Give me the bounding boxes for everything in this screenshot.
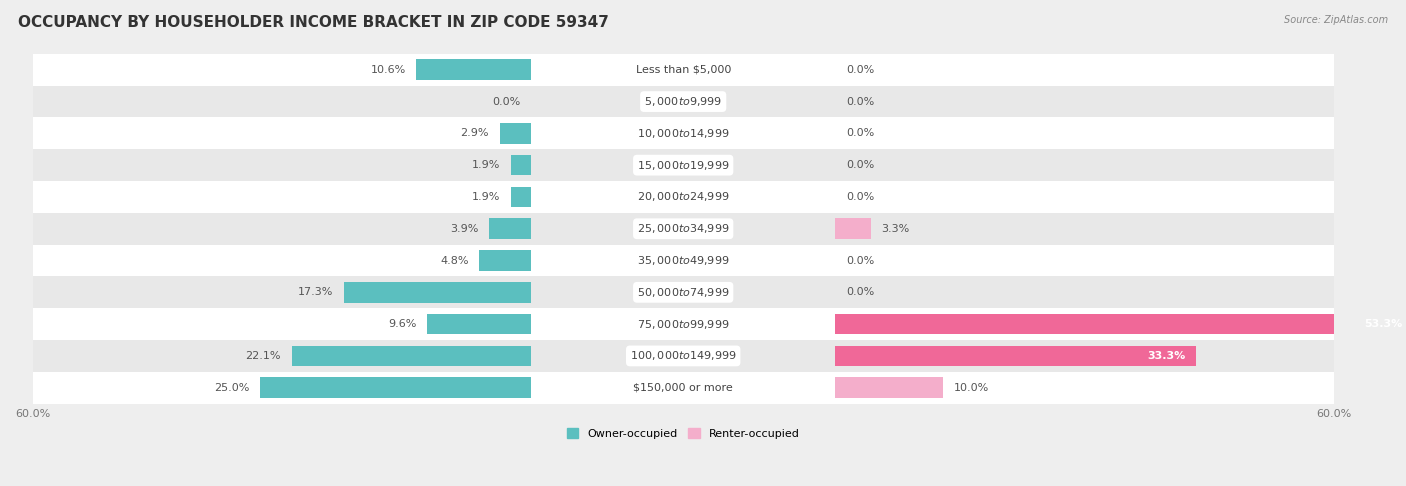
Bar (32, 340, 1334, 372)
Bar (32, 54, 1334, 86)
Text: 3.3%: 3.3% (882, 224, 910, 234)
Text: $35,000 to $49,999: $35,000 to $49,999 (637, 254, 730, 267)
Text: 1.9%: 1.9% (471, 192, 501, 202)
Bar (510, 155, 531, 175)
Bar (501, 123, 531, 144)
Bar (416, 59, 531, 80)
Text: 9.6%: 9.6% (388, 319, 416, 329)
Text: OCCUPANCY BY HOUSEHOLDER INCOME BRACKET IN ZIP CODE 59347: OCCUPANCY BY HOUSEHOLDER INCOME BRACKET … (18, 15, 609, 30)
Bar (32, 244, 1334, 277)
Text: $5,000 to $9,999: $5,000 to $9,999 (644, 95, 723, 108)
Bar (32, 213, 1334, 244)
Bar (835, 346, 1197, 366)
Text: 0.0%: 0.0% (846, 287, 875, 297)
Text: $10,000 to $14,999: $10,000 to $14,999 (637, 127, 730, 140)
Text: $75,000 to $99,999: $75,000 to $99,999 (637, 318, 730, 330)
Bar (32, 149, 1334, 181)
Text: $100,000 to $149,999: $100,000 to $149,999 (630, 349, 737, 363)
Bar (427, 314, 531, 334)
Bar (344, 282, 531, 303)
Text: $50,000 to $74,999: $50,000 to $74,999 (637, 286, 730, 299)
Text: $150,000 or more: $150,000 or more (633, 382, 733, 393)
Text: 0.0%: 0.0% (846, 128, 875, 139)
Bar (479, 250, 531, 271)
Text: 1.9%: 1.9% (471, 160, 501, 170)
Text: 10.6%: 10.6% (370, 65, 405, 75)
Text: Less than $5,000: Less than $5,000 (636, 65, 731, 75)
Bar (32, 308, 1334, 340)
Legend: Owner-occupied, Renter-occupied: Owner-occupied, Renter-occupied (562, 424, 804, 444)
Text: 0.0%: 0.0% (846, 65, 875, 75)
Bar (835, 314, 1406, 334)
Text: 3.9%: 3.9% (450, 224, 478, 234)
Text: 0.0%: 0.0% (846, 192, 875, 202)
Bar (489, 218, 531, 239)
Bar (32, 277, 1334, 308)
Bar (510, 187, 531, 208)
Text: 0.0%: 0.0% (846, 160, 875, 170)
Text: 0.0%: 0.0% (492, 97, 520, 106)
Text: 0.0%: 0.0% (846, 97, 875, 106)
Text: 17.3%: 17.3% (298, 287, 333, 297)
Text: 0.0%: 0.0% (846, 256, 875, 265)
Text: 2.9%: 2.9% (461, 128, 489, 139)
Text: 4.8%: 4.8% (440, 256, 468, 265)
Bar (292, 346, 531, 366)
Bar (32, 181, 1334, 213)
Text: Source: ZipAtlas.com: Source: ZipAtlas.com (1284, 15, 1388, 25)
Bar (32, 118, 1334, 149)
Text: $15,000 to $19,999: $15,000 to $19,999 (637, 158, 730, 172)
Text: 33.3%: 33.3% (1147, 351, 1185, 361)
Text: 25.0%: 25.0% (214, 382, 249, 393)
Bar (32, 372, 1334, 403)
Text: $25,000 to $34,999: $25,000 to $34,999 (637, 222, 730, 235)
Text: $20,000 to $24,999: $20,000 to $24,999 (637, 191, 730, 204)
Text: 10.0%: 10.0% (955, 382, 990, 393)
Text: 53.3%: 53.3% (1364, 319, 1402, 329)
Bar (32, 86, 1334, 118)
Bar (835, 377, 943, 398)
Bar (835, 218, 870, 239)
Bar (260, 377, 531, 398)
Text: 22.1%: 22.1% (246, 351, 281, 361)
